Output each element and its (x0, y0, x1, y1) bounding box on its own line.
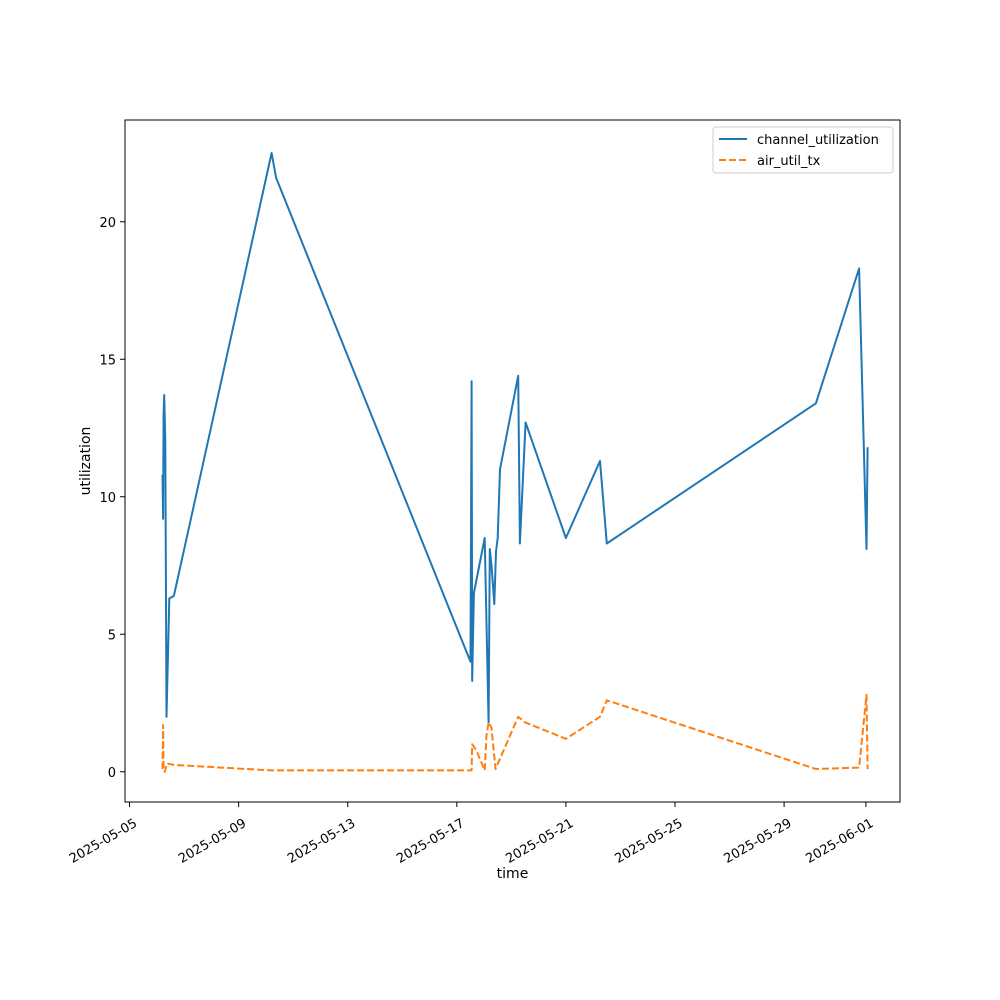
x-axis: 2025-05-05 2025-05-09 2025-05-13 2025-05-17… (67, 802, 876, 867)
x-tick-label: 2025-05-21 (503, 816, 576, 867)
series-lines (161, 152, 869, 773)
x-tick-label: 2025-05-17 (394, 816, 467, 867)
y-axis: 0 5 10 15 20 (99, 216, 125, 781)
y-tick-label: 20 (99, 216, 116, 231)
x-tick-label: 2025-05-09 (176, 816, 249, 867)
plot-background (125, 120, 900, 802)
x-tick-label: 2025-05-25 (612, 816, 685, 867)
y-axis-label: utilization (78, 427, 94, 496)
y-tick-label: 5 (108, 628, 116, 643)
x-tick-label: 2025-05-05 (67, 816, 140, 867)
y-tick-label: 15 (99, 353, 116, 368)
x-axis-label: time (497, 866, 529, 882)
x-tick-label: 2025-05-13 (285, 816, 358, 867)
y-tick-label: 10 (99, 491, 116, 506)
x-tick-label: 2025-06-01 (803, 816, 876, 867)
series-line-air-util-tx (161, 693, 869, 773)
legend-label: air_util_tx (757, 154, 821, 169)
series-line-channel-utilization (161, 152, 869, 724)
legend-label: channel_utilization (757, 133, 879, 148)
legend-box (712, 126, 894, 174)
x-tick-label: 2025-05-29 (722, 816, 795, 867)
y-tick-label: 0 (108, 766, 116, 781)
plot-frame (124, 119, 901, 803)
legend: channel_utilization air_util_tx (712, 126, 894, 174)
